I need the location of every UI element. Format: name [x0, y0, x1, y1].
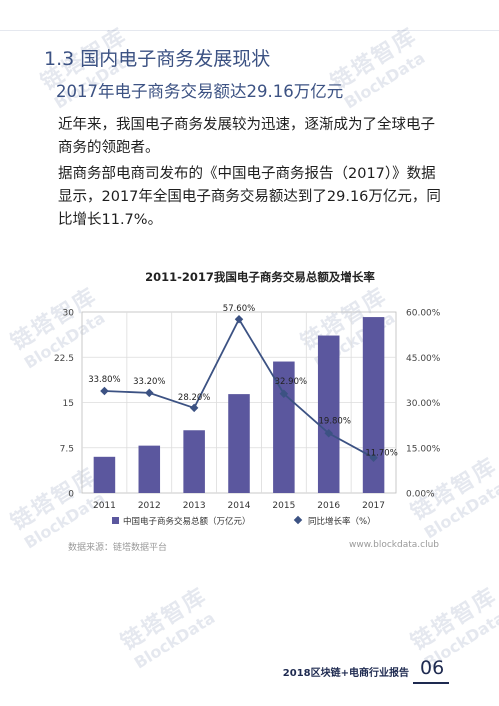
- bar: [317, 335, 340, 493]
- legend-line-swatch: [293, 515, 303, 525]
- legend-label: 中国电子商务交易总额（万亿元）: [123, 516, 251, 527]
- growth-chart: 2011-2017我国电子商务交易总额及增长率 33.80% 33.20% 28.2…: [54, 270, 441, 527]
- x-tick-label: 2014: [228, 501, 251, 511]
- bar: [183, 430, 205, 493]
- line-point: [145, 388, 154, 398]
- data-label: 19.80%: [319, 416, 351, 426]
- data-label: 33.20%: [133, 377, 165, 387]
- legend-bar-swatch: [112, 517, 119, 524]
- data-label: 11.70%: [365, 449, 397, 459]
- left-tick-label: 15: [63, 399, 74, 409]
- left-tick-label: 0: [68, 490, 74, 500]
- x-tick-label: 2017: [362, 501, 385, 511]
- data-label: 57.60%: [223, 304, 255, 314]
- data-label: 32.90%: [275, 377, 307, 387]
- right-tick-label: 60.00%: [406, 309, 441, 319]
- left-tick-label: 22.5: [54, 354, 74, 364]
- chart-title: 2011-2017我国电子商务交易总额及增长率: [145, 270, 375, 284]
- x-tick-label: 2013: [183, 501, 206, 511]
- line-point: [369, 453, 378, 462]
- left-tick-label: 30: [63, 309, 75, 319]
- x-tick-label: 2012: [138, 501, 161, 511]
- footer-label: 2018区块链+电商行业报告: [282, 668, 409, 679]
- line-point: [324, 429, 333, 438]
- line-point: [100, 386, 109, 396]
- x-tick-label: 2015: [272, 501, 295, 511]
- page-number: 06: [420, 657, 445, 679]
- right-tick-label: 0.00%: [406, 490, 435, 500]
- legend-label: 同比增长率（%）: [308, 516, 376, 527]
- right-tick-label: 15.00%: [406, 444, 441, 454]
- x-tick-label: 2011: [93, 501, 116, 511]
- bar: [228, 394, 250, 493]
- header-rule: [0, 30, 499, 31]
- paragraph: 近年来，我国电子商务发展较为迅速，逐渐成为了全球电子商务的领跑者。: [58, 117, 435, 156]
- line-point: [279, 389, 289, 398]
- right-tick-label: 30.00%: [406, 399, 441, 409]
- page-subtitle: 2017年电子商务交易额达29.16万亿元: [56, 82, 344, 101]
- right-tick-label: 45.00%: [406, 354, 441, 364]
- bar: [138, 445, 161, 493]
- bar: [273, 361, 295, 493]
- x-tick-label: 2016: [317, 501, 340, 511]
- footer-rule: [413, 682, 449, 684]
- paragraph: 据商务部电商司发布的《中国电子商务报告（2017）》数据显示，2017年全国电子…: [58, 166, 441, 228]
- bar: [93, 456, 116, 493]
- line-point: [189, 403, 199, 413]
- watermark: 链塔智库 BlockData: [406, 583, 499, 673]
- left-tick-label: 7.5: [60, 444, 74, 454]
- bar: [362, 317, 385, 493]
- data-label: 33.80%: [88, 375, 120, 385]
- site-url: www.blockdata.club: [349, 540, 439, 550]
- data-label: 28.20%: [178, 393, 210, 403]
- section-title: 1.3 国内电子商务发展现状: [44, 48, 271, 70]
- line-point: [234, 314, 244, 324]
- watermark: 链塔智库 BlockData: [116, 583, 219, 673]
- data-source: 数据来源：链塔数据平台: [68, 543, 168, 553]
